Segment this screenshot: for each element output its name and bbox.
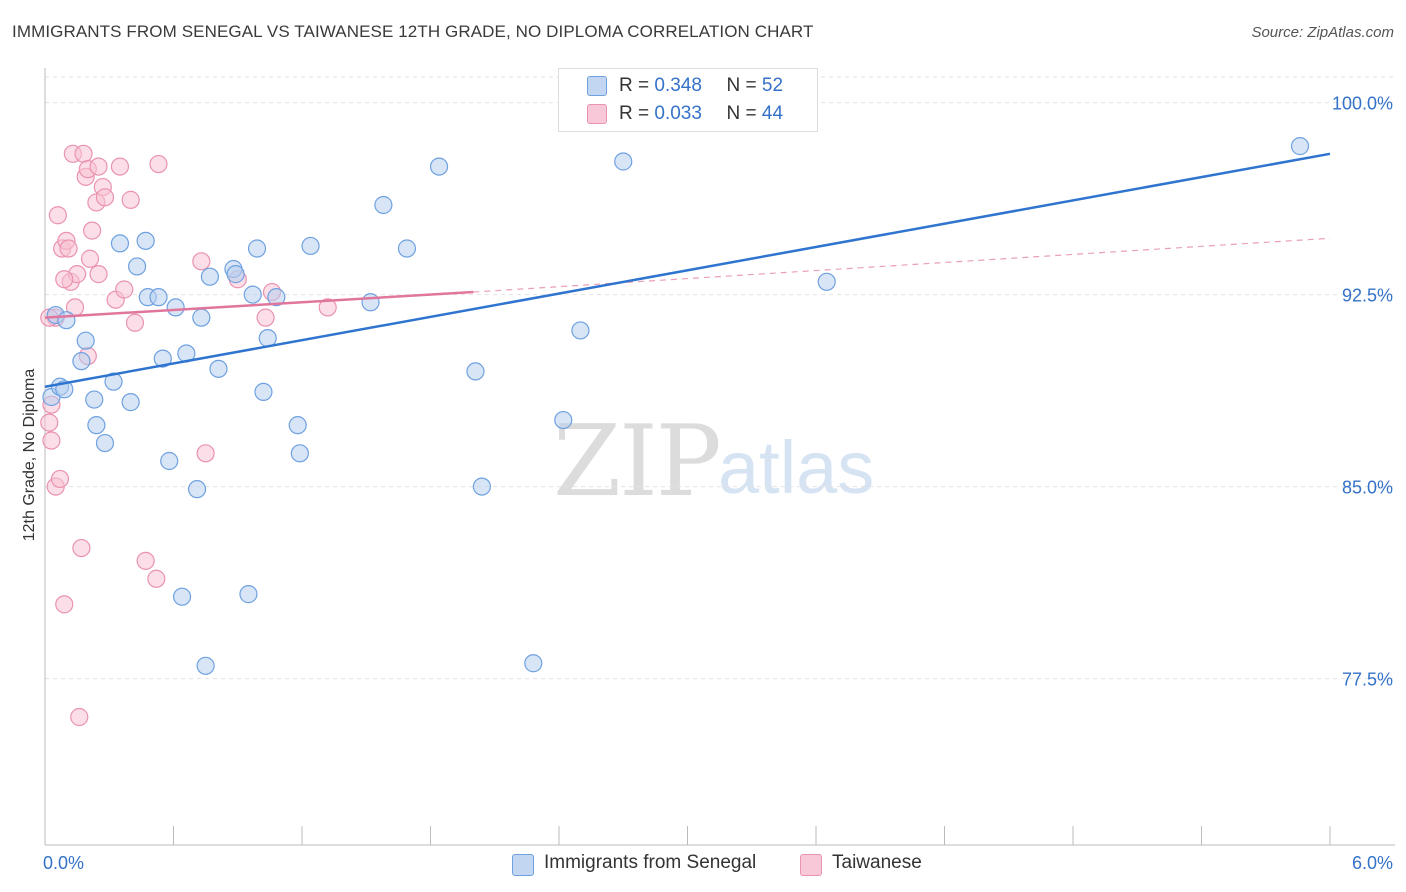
senegal-point: [239, 585, 258, 604]
senegal-point: [209, 359, 228, 378]
legend-r-value-senegal: 0.348: [654, 75, 702, 96]
senegal-point: [524, 654, 543, 673]
senegal-point: [85, 390, 104, 409]
senegal-point: [153, 349, 172, 368]
taiwanese-point: [55, 270, 74, 289]
taiwanese-point: [55, 595, 74, 614]
y-tick-label: 85.0%: [1342, 478, 1393, 498]
taiwanese-point: [74, 144, 93, 163]
senegal-point: [243, 285, 262, 304]
legend-n-value-taiwanese: 44: [761, 103, 784, 124]
taiwanese-point: [149, 154, 168, 174]
bottom-legend-swatch-senegal: [512, 854, 534, 876]
taiwanese-point: [318, 298, 337, 317]
senegal-point: [172, 587, 192, 606]
stats-legend: R = 0.348 N = 52 R = 0.033 N = 44: [558, 68, 818, 132]
legend-r-value-taiwanese: 0.033: [654, 103, 702, 124]
senegal-point: [136, 231, 155, 250]
bottom-legend-swatch-taiwanese: [800, 854, 822, 876]
senegal-point: [247, 239, 267, 258]
senegal-point: [290, 444, 309, 463]
taiwanese-trendline-extension: [473, 237, 1331, 293]
y-tick-label: 77.5%: [1342, 670, 1393, 690]
taiwanese-point: [115, 280, 134, 299]
senegal-point: [57, 311, 76, 330]
taiwanese-point: [256, 308, 275, 327]
senegal-point: [466, 362, 485, 381]
legend-n-label: N =: [726, 103, 757, 124]
senegal-point: [95, 433, 115, 453]
senegal-point: [361, 293, 380, 312]
legend-n-value-senegal: 52: [761, 75, 784, 96]
bottom-legend-label-taiwanese: Taiwanese: [832, 852, 922, 873]
taiwanese-point: [50, 469, 70, 489]
taiwanese-point: [48, 206, 67, 225]
chart-title: IMMIGRANTS FROM SENEGAL VS TAIWANESE 12T…: [12, 22, 814, 41]
taiwanese-point: [121, 190, 140, 209]
senegal-trendline: [44, 152, 1331, 388]
taiwanese-point: [192, 252, 211, 271]
senegal-point: [160, 451, 179, 471]
taiwanese-point: [125, 313, 145, 332]
senegal-point: [472, 477, 491, 496]
taiwanese-point: [147, 569, 166, 588]
senegal-point: [288, 416, 307, 435]
senegal-point: [817, 272, 836, 291]
senegal-point: [301, 236, 320, 256]
senegal-point: [121, 393, 140, 412]
senegal-point: [127, 257, 147, 276]
senegal-point: [1290, 137, 1310, 156]
senegal-point: [554, 410, 573, 430]
senegal-point: [614, 152, 633, 171]
taiwanese-point: [83, 221, 102, 240]
y-tick-label: 92.5%: [1342, 286, 1393, 306]
taiwanese-point: [196, 444, 215, 463]
senegal-point: [374, 195, 393, 215]
senegal-point: [226, 265, 245, 284]
senegal-point: [149, 288, 168, 307]
senegal-point: [267, 288, 286, 307]
x-tick-label: 0.0%: [43, 853, 84, 873]
taiwanese-point: [89, 265, 108, 284]
watermark-atlas: atlas: [718, 426, 875, 509]
source-label: Source: ZipAtlas.com: [1251, 24, 1394, 41]
senegal-point: [76, 331, 95, 350]
senegal-point: [72, 352, 91, 371]
senegal-point: [254, 382, 273, 401]
senegal-point: [571, 321, 590, 340]
senegal-point: [196, 656, 215, 675]
y-tick-label: 100.0%: [1332, 94, 1393, 114]
senegal-point: [87, 416, 106, 435]
senegal-point: [200, 267, 220, 286]
legend-r-label: R =: [619, 103, 650, 124]
watermark-zip: ZIP: [553, 405, 722, 519]
legend-swatch-taiwanese: [587, 104, 607, 124]
legend-swatch-senegal: [587, 76, 607, 96]
legend-r-label: R =: [619, 75, 650, 96]
senegal-point: [166, 298, 185, 317]
x-tick-label: 6.0%: [1352, 853, 1393, 873]
senegal-point: [110, 234, 130, 253]
bottom-legend-label-senegal: Immigrants from Senegal: [544, 852, 757, 873]
legend-n-label: N =: [726, 75, 757, 96]
taiwanese-point: [40, 413, 59, 432]
taiwanese-point: [70, 707, 89, 727]
taiwanese-point: [89, 157, 108, 176]
taiwanese-point: [42, 431, 61, 450]
taiwanese-point: [110, 157, 130, 176]
taiwanese-trendline: [44, 290, 474, 319]
senegal-point: [397, 239, 417, 258]
senegal-point: [429, 157, 449, 176]
taiwanese-point: [59, 239, 78, 258]
taiwanese-point: [72, 538, 91, 558]
senegal-point: [187, 480, 207, 499]
senegal-point: [192, 308, 211, 327]
taiwanese-point: [80, 249, 100, 268]
taiwanese-point: [136, 551, 155, 570]
taiwanese-point: [95, 188, 115, 207]
